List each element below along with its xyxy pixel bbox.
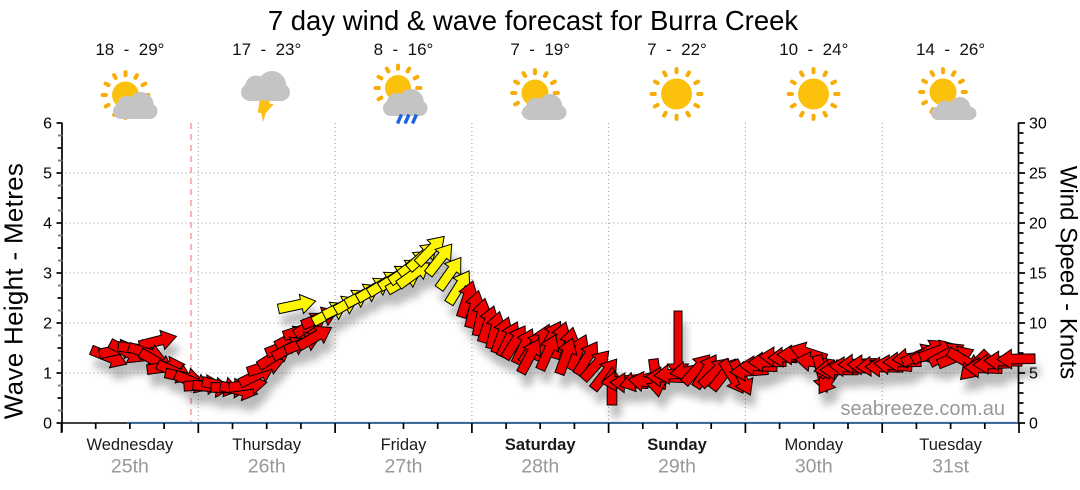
svg-text:3: 3 xyxy=(43,266,52,283)
svg-text:0: 0 xyxy=(43,416,52,433)
svg-text:8 - 16°: 8 - 16° xyxy=(374,40,434,59)
svg-text:28th: 28th xyxy=(521,456,559,478)
svg-text:7 day wind & wave forecast for: 7 day wind & wave forecast for Burra Cre… xyxy=(268,5,799,36)
svg-text:seabreeze.com.au: seabreeze.com.au xyxy=(840,398,1005,420)
svg-text:0: 0 xyxy=(1029,416,1038,433)
svg-text:27th: 27th xyxy=(385,456,423,478)
svg-text:Tuesday: Tuesday xyxy=(919,436,982,454)
svg-text:20: 20 xyxy=(1029,216,1047,233)
svg-text:1: 1 xyxy=(43,366,52,383)
svg-text:Friday: Friday xyxy=(381,436,428,454)
svg-text:4: 4 xyxy=(43,216,52,233)
svg-text:15: 15 xyxy=(1029,266,1047,283)
svg-text:10 - 24°: 10 - 24° xyxy=(779,40,848,59)
svg-text:14 - 26°: 14 - 26° xyxy=(916,40,985,59)
svg-text:Wave Height - Metres: Wave Height - Metres xyxy=(0,163,29,419)
svg-text:Wind Speed - Knots: Wind Speed - Knots xyxy=(1055,166,1080,379)
svg-text:18 - 29°: 18 - 29° xyxy=(95,40,164,59)
svg-text:7 - 22°: 7 - 22° xyxy=(647,40,707,59)
svg-text:31st: 31st xyxy=(932,456,969,478)
svg-text:7 - 19°: 7 - 19° xyxy=(510,40,570,59)
svg-text:29th: 29th xyxy=(658,456,696,478)
svg-text:30: 30 xyxy=(1029,116,1047,133)
svg-text:25: 25 xyxy=(1029,166,1047,183)
svg-text:25th: 25th xyxy=(111,456,149,478)
svg-text:6: 6 xyxy=(43,116,52,133)
svg-text:2: 2 xyxy=(43,316,52,333)
svg-text:10: 10 xyxy=(1029,316,1047,333)
svg-text:Monday: Monday xyxy=(784,436,843,454)
svg-text:Thursday: Thursday xyxy=(232,436,302,454)
svg-text:Wednesday: Wednesday xyxy=(86,436,174,454)
svg-text:Saturday: Saturday xyxy=(505,436,576,454)
svg-text:5: 5 xyxy=(43,166,52,183)
svg-text:30th: 30th xyxy=(795,456,833,478)
svg-text:Sunday: Sunday xyxy=(647,436,707,454)
svg-text:17 - 23°: 17 - 23° xyxy=(232,40,301,59)
svg-text:5: 5 xyxy=(1029,366,1038,383)
svg-text:26th: 26th xyxy=(248,456,286,478)
